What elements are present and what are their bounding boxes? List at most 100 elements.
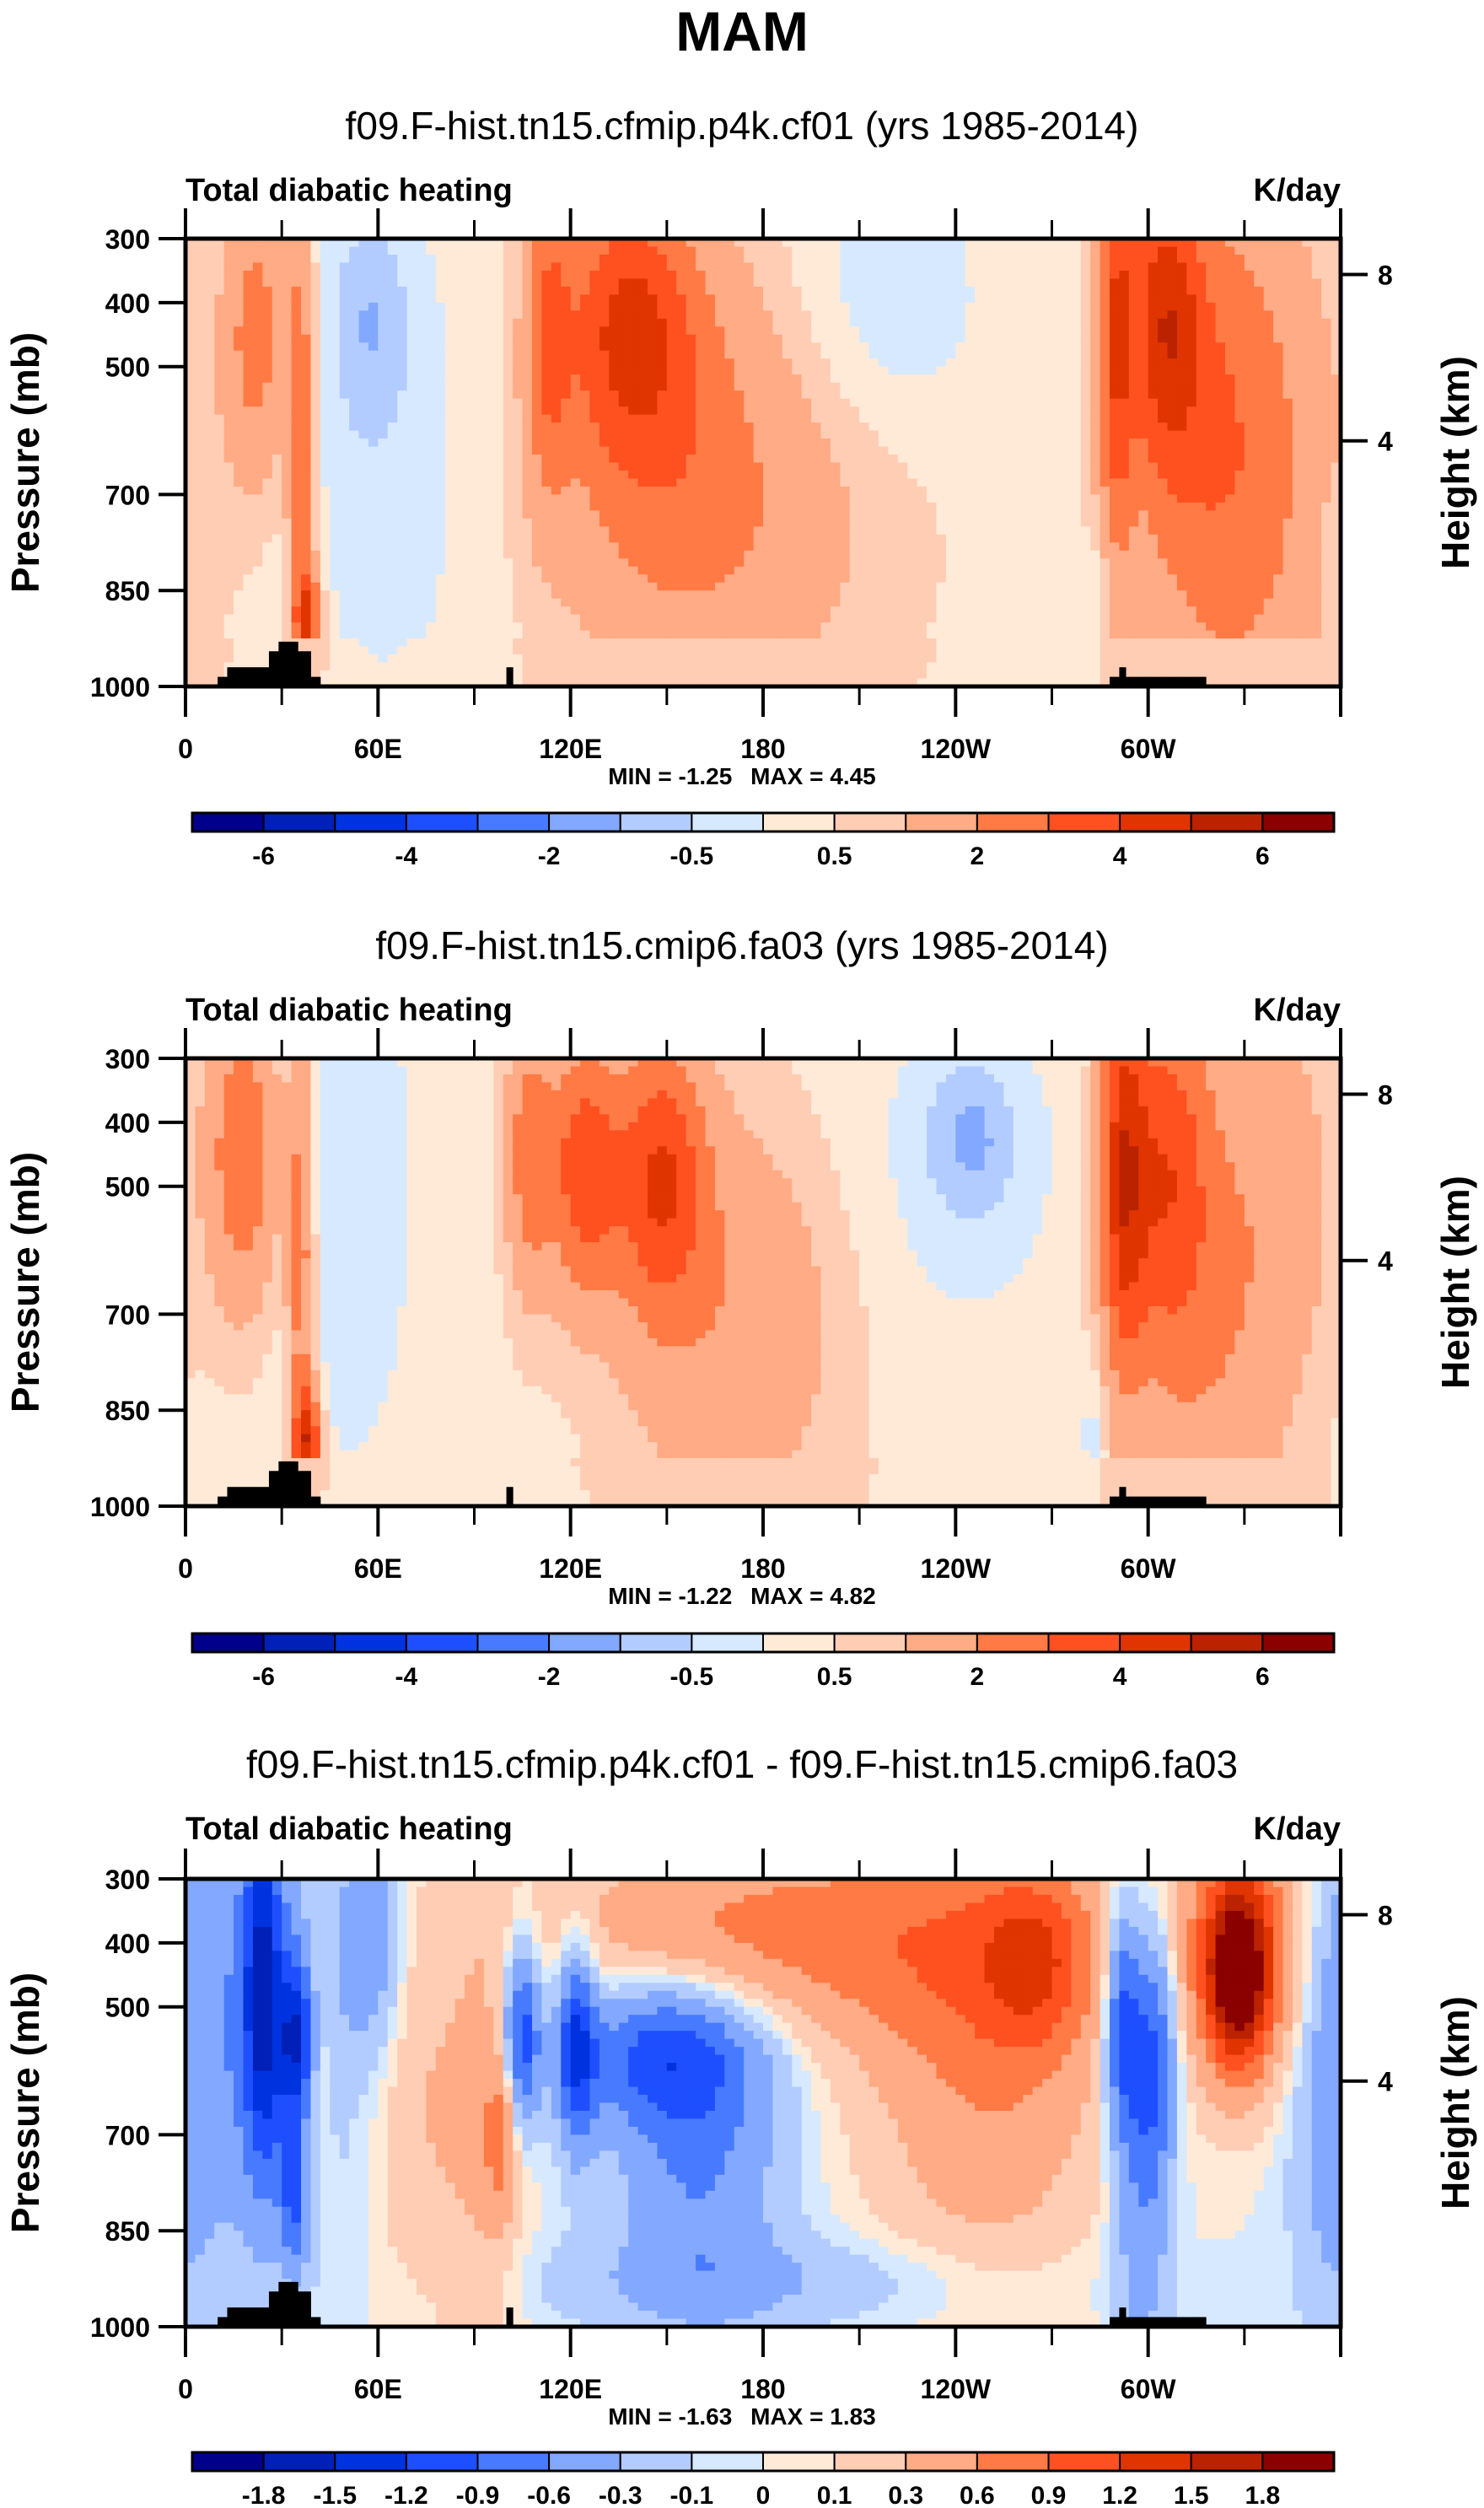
heatmap-cell <box>811 567 821 575</box>
heatmap-cell <box>1042 447 1052 455</box>
heatmap-cell <box>1090 255 1100 263</box>
heatmap-cell <box>965 367 976 375</box>
heatmap-cell <box>571 567 581 575</box>
heatmap-cell <box>349 278 359 287</box>
heatmap-cell <box>455 415 465 423</box>
heatmap-cell <box>648 303 658 311</box>
heatmap-cell <box>1042 335 1052 343</box>
heatmap-cell <box>946 422 956 431</box>
heatmap-cell <box>600 246 610 255</box>
heatmap-cell <box>696 487 706 495</box>
heatmap-cell <box>859 399 869 407</box>
heatmap-cell <box>734 526 745 535</box>
heatmap-cell <box>465 335 475 343</box>
heatmap-cell <box>1177 326 1187 335</box>
heatmap-cell <box>667 542 677 551</box>
heatmap-cell <box>1234 310 1245 319</box>
heatmap-cell <box>1023 278 1033 287</box>
heatmap-cell <box>706 262 716 271</box>
heatmap-cell <box>1158 303 1168 311</box>
heatmap-cell <box>340 399 350 407</box>
heatmap-cell <box>811 558 821 567</box>
heatmap-cell <box>850 342 860 351</box>
heatmap-cell <box>1264 303 1274 311</box>
heatmap-cell <box>1283 319 1293 327</box>
heatmap-cell <box>657 358 667 367</box>
heatmap-cell <box>1023 535 1033 543</box>
heatmap-cell <box>513 246 523 255</box>
heatmap-cell <box>869 463 879 471</box>
heatmap-cell <box>1234 478 1245 487</box>
heatmap-cell <box>907 439 917 447</box>
heatmap-cell <box>985 542 995 551</box>
heatmap-cell <box>1283 326 1293 335</box>
heatmap-cell <box>541 463 551 471</box>
heatmap-cell <box>1177 551 1187 559</box>
heatmap-cell <box>946 535 956 543</box>
heatmap-cell <box>1052 271 1062 279</box>
heatmap-cell <box>262 542 272 551</box>
heatmap-cell <box>946 262 956 271</box>
heatmap-cell <box>744 558 754 567</box>
heatmap-cell <box>292 447 302 455</box>
heatmap-cell <box>465 367 475 375</box>
heatmap-cell <box>1138 383 1148 391</box>
heatmap-cell <box>1234 447 1245 455</box>
heatmap-cell <box>1168 558 1178 567</box>
heatmap-cell <box>580 439 590 447</box>
heatmap-cell <box>590 278 600 287</box>
heatmap-cell <box>657 494 667 503</box>
heatmap-cell <box>657 326 667 335</box>
heatmap-cell <box>1283 287 1293 295</box>
heatmap-cell <box>1042 294 1052 303</box>
heatmap-cell <box>802 431 812 439</box>
heatmap-cell <box>821 551 831 559</box>
heatmap-cell <box>301 367 311 375</box>
heatmap-cell <box>349 487 359 495</box>
heatmap-cell <box>696 567 706 575</box>
heatmap-cell <box>927 319 937 327</box>
heatmap-cell <box>648 510 658 519</box>
heatmap-cell <box>1138 422 1148 431</box>
heatmap-cell <box>600 278 610 287</box>
heatmap-cell <box>590 439 600 447</box>
heatmap-cell <box>715 287 725 295</box>
heatmap-cell <box>715 431 725 439</box>
heatmap-cell <box>686 439 696 447</box>
heatmap-cell <box>600 431 610 439</box>
heatmap-cell <box>1168 431 1178 439</box>
heatmap-cell <box>1177 415 1187 423</box>
heatmap-cell <box>1052 358 1062 367</box>
heatmap-cell <box>1283 439 1293 447</box>
heatmap-cell <box>1254 471 1264 479</box>
heatmap-cell <box>1234 335 1245 343</box>
heatmap-cell <box>1062 367 1072 375</box>
heatmap-cell <box>696 447 706 455</box>
heatmap-cell <box>445 542 455 551</box>
heatmap-cell <box>619 535 629 543</box>
heatmap-cell <box>648 294 658 303</box>
heatmap-cell <box>1312 415 1322 423</box>
heatmap-cell <box>292 294 302 303</box>
heatmap-cell <box>1158 510 1168 519</box>
heatmap-cell <box>1283 399 1293 407</box>
heatmap-cell <box>965 439 976 447</box>
heatmap-cell <box>937 551 947 559</box>
heatmap-cell <box>1264 463 1274 471</box>
heatmap-cell <box>734 415 745 423</box>
heatmap-cell <box>378 255 388 263</box>
heatmap-cell <box>1225 439 1235 447</box>
heatmap-cell <box>782 310 793 319</box>
heatmap-cell <box>493 535 503 543</box>
heatmap-cell <box>368 367 379 375</box>
heatmap-cell <box>1312 406 1322 415</box>
heatmap-cell <box>600 255 610 263</box>
heatmap-cell <box>859 358 869 367</box>
heatmap-cell <box>1033 519 1043 527</box>
heatmap-cell <box>985 422 995 431</box>
heatmap-cell <box>262 246 272 255</box>
heatmap-cell <box>1273 319 1283 327</box>
heatmap-cell <box>715 478 725 487</box>
heatmap-cell <box>667 567 677 575</box>
heatmap-cell <box>590 503 600 511</box>
